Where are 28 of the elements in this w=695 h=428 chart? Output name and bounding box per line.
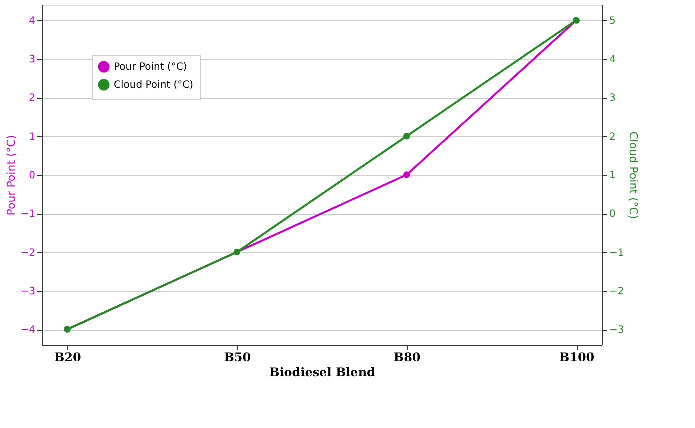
y-tick-label: 3 — [29, 54, 36, 66]
y2-axis-title: Cloud Point (°C) — [627, 132, 640, 220]
y-tick-label: −2 — [20, 248, 36, 259]
y-tick-label: −1 — [20, 209, 36, 220]
y-tick-label: −3 — [20, 286, 36, 298]
x-tick-label: B50 — [224, 350, 252, 364]
y-axis-title: Pour Point (°C) — [4, 135, 18, 216]
y2-tick-label: −1 — [610, 248, 624, 259]
y2-tick-label: −3 — [610, 325, 624, 336]
y-tick-label: 1 — [29, 132, 36, 143]
y2-tick-label: −2 — [610, 286, 624, 298]
x-tick-label: B20 — [54, 350, 82, 364]
y-tick-label: 2 — [29, 93, 36, 104]
y2-tick-label: 3 — [610, 93, 616, 104]
x-tick-label: B100 — [559, 350, 595, 364]
legend-label: Pour Point (°C) — [114, 62, 188, 73]
y2-tick-label: 5 — [610, 16, 616, 27]
y2-tick-label: 1 — [610, 170, 616, 182]
y2-tick-label: 0 — [610, 209, 616, 220]
y-tick-label: 0 — [29, 170, 36, 182]
x-axis-title: Biodiesel Blend — [270, 366, 376, 380]
y2-tick-label: 4 — [610, 54, 616, 66]
legend-label: Cloud Point (°C) — [114, 80, 194, 91]
x-tick-label: B80 — [394, 350, 421, 364]
point — [403, 133, 410, 140]
y2-tick-label: 2 — [610, 132, 616, 143]
y-tick-label: 4 — [29, 16, 36, 27]
y-tick-label: −4 — [20, 325, 36, 336]
